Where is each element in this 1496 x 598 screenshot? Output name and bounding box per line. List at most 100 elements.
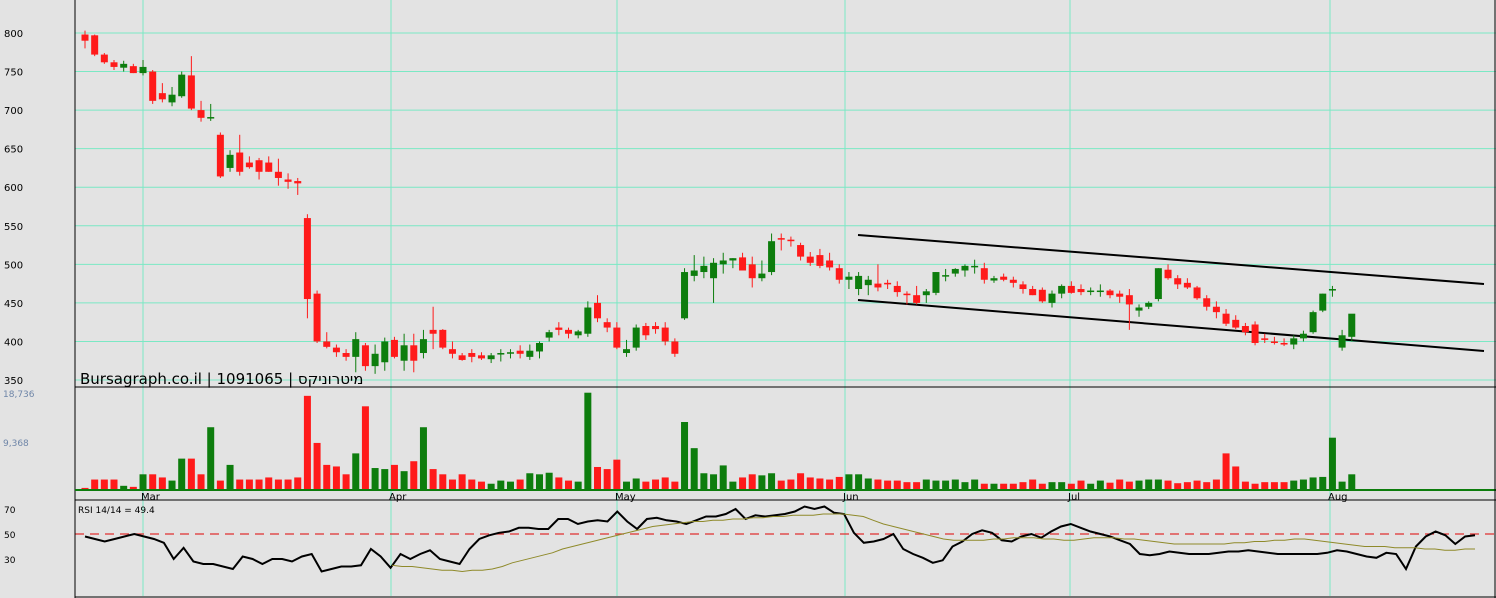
- candle-body: [700, 265, 708, 273]
- candle-body: [1135, 307, 1143, 311]
- volume-bar: [178, 458, 186, 490]
- candle-body: [429, 329, 437, 334]
- candle-body: [1019, 284, 1027, 290]
- trend-upper-line: [857, 234, 1485, 285]
- candle-body: [381, 341, 389, 363]
- volume-bar: [342, 474, 350, 490]
- candle-body: [526, 350, 534, 357]
- volume-bar: [1048, 482, 1056, 490]
- volume-bar: [216, 480, 224, 490]
- candle-body: [816, 255, 824, 266]
- candle-body: [980, 268, 988, 280]
- volume-bar: [1019, 482, 1027, 490]
- volume-bar: [284, 479, 292, 490]
- volume-bar: [294, 477, 302, 490]
- candle-body: [149, 71, 157, 101]
- volume-bar: [1348, 474, 1356, 490]
- candle-body: [120, 63, 128, 68]
- candle-body: [864, 279, 872, 286]
- volume-bar: [1232, 466, 1240, 490]
- candle-body: [207, 117, 215, 119]
- candle-body: [236, 152, 244, 172]
- volume-bar: [129, 486, 137, 490]
- volume-bar: [516, 479, 524, 490]
- volume-bar: [419, 427, 427, 490]
- candle-body: [1116, 293, 1124, 297]
- volume-bar: [661, 477, 669, 490]
- candle-body: [226, 154, 234, 168]
- candle-body: [477, 355, 485, 359]
- candle-body: [419, 339, 427, 354]
- volume-bar: [468, 479, 476, 490]
- volume-bar: [1328, 437, 1336, 490]
- volume-bar: [100, 479, 108, 490]
- x-tick-label: Mar: [141, 492, 161, 503]
- volume-bar: [1309, 477, 1317, 490]
- volume-bar: [458, 474, 466, 490]
- candle-body: [1164, 269, 1172, 279]
- candle-body: [1193, 287, 1201, 299]
- volume-bar: [1299, 479, 1307, 490]
- candle-body: [294, 181, 302, 184]
- y-tick-label: 650: [4, 145, 23, 156]
- volume-bar: [1319, 476, 1327, 490]
- candle-body: [1000, 276, 1008, 280]
- candle-body: [603, 322, 611, 328]
- candle-body: [1048, 293, 1056, 303]
- candle-body: [1270, 341, 1278, 343]
- chart-title: Bursagraph.co.il | 1091065 | מיטרוניקס: [80, 370, 363, 388]
- volume-bar: [951, 479, 959, 490]
- volume-bars: [81, 392, 1356, 490]
- candle-body: [768, 241, 776, 273]
- candle-body: [671, 341, 679, 354]
- candlesticks: [81, 30, 1356, 374]
- candle-body: [681, 272, 689, 319]
- volume-bar: [623, 481, 631, 490]
- candle-body: [400, 345, 408, 361]
- volume-bar: [632, 478, 640, 490]
- volume-bar: [1077, 480, 1085, 490]
- candle-body: [748, 264, 756, 279]
- candle-body: [1174, 278, 1182, 285]
- candle-body: [545, 332, 553, 338]
- candle-body: [1251, 324, 1259, 343]
- candle-body: [719, 260, 727, 265]
- volume-bar: [690, 448, 698, 490]
- candle-body: [932, 272, 940, 293]
- candle-body: [835, 268, 843, 280]
- volume-bar: [120, 485, 128, 490]
- candle-body: [342, 353, 350, 357]
- candle-body: [1241, 326, 1249, 333]
- volume-bar: [681, 422, 689, 490]
- volume-bar: [1280, 482, 1288, 490]
- volume-bar: [777, 480, 785, 490]
- candle-body: [371, 353, 379, 367]
- y-tick-label: 750: [4, 68, 23, 79]
- volume-bar: [506, 481, 514, 490]
- candle-body: [1290, 338, 1298, 345]
- candle-body: [313, 293, 321, 342]
- candle-body: [1106, 290, 1114, 296]
- volume-bar: [594, 466, 602, 490]
- x-tick-label: Apr: [389, 492, 407, 503]
- volume-bar: [1183, 482, 1191, 490]
- volume-bar: [332, 466, 340, 490]
- volume-bar: [381, 469, 389, 490]
- candle-body: [1232, 319, 1240, 328]
- volume-bar: [226, 464, 234, 490]
- candle-body: [729, 258, 737, 261]
- candle-body: [652, 326, 660, 330]
- candle-body: [884, 282, 892, 285]
- candle-body: [497, 353, 505, 355]
- volume-bar: [1058, 482, 1066, 490]
- volume-bar: [236, 479, 244, 490]
- volume-bar: [1290, 480, 1298, 490]
- volume-bar: [893, 480, 901, 490]
- candle-body: [255, 160, 263, 172]
- volume-bar: [768, 473, 776, 490]
- volume-bar: [265, 477, 273, 490]
- volume-bar: [748, 474, 756, 490]
